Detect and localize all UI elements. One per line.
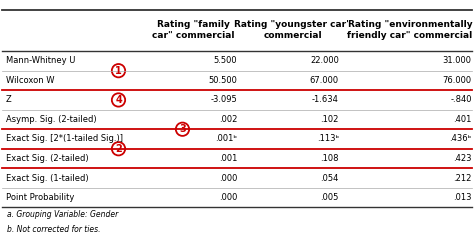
Text: Exact Sig. (2-tailed): Exact Sig. (2-tailed) xyxy=(6,154,88,163)
Text: .054: .054 xyxy=(320,174,339,183)
Text: .212: .212 xyxy=(453,174,472,183)
Text: 5.500: 5.500 xyxy=(213,56,237,65)
Text: .401: .401 xyxy=(453,115,472,124)
Text: Exact Sig. (1-tailed): Exact Sig. (1-tailed) xyxy=(6,174,88,183)
Text: Rating "family
car" commercial: Rating "family car" commercial xyxy=(152,20,235,40)
Text: 22.000: 22.000 xyxy=(310,56,339,65)
Text: 76.000: 76.000 xyxy=(443,76,472,85)
Text: 1: 1 xyxy=(115,66,122,76)
Text: .013: .013 xyxy=(453,193,472,202)
Text: 4: 4 xyxy=(115,95,122,105)
Text: b. Not corrected for ties.: b. Not corrected for ties. xyxy=(7,225,100,234)
Text: Wilcoxon W: Wilcoxon W xyxy=(6,76,54,85)
Text: .113ᵇ: .113ᵇ xyxy=(317,134,339,144)
Text: Rating "environmentally
friendly car" commercial: Rating "environmentally friendly car" co… xyxy=(347,20,473,40)
Text: Mann-Whitney U: Mann-Whitney U xyxy=(6,56,75,65)
Text: Z: Z xyxy=(6,95,11,104)
Text: .108: .108 xyxy=(320,154,339,163)
Text: .436ᵇ: .436ᵇ xyxy=(449,134,472,144)
Text: .001ᵇ: .001ᵇ xyxy=(215,134,237,144)
Text: 31.000: 31.000 xyxy=(443,56,472,65)
Text: .005: .005 xyxy=(320,193,339,202)
Text: Point Probability: Point Probability xyxy=(6,193,74,202)
Text: 3: 3 xyxy=(179,124,186,134)
Text: Exact Sig. [2*(1-tailed Sig.)]: Exact Sig. [2*(1-tailed Sig.)] xyxy=(6,134,123,144)
Text: .001: .001 xyxy=(219,154,237,163)
Text: .002: .002 xyxy=(219,115,237,124)
Text: .000: .000 xyxy=(219,193,237,202)
Text: 2: 2 xyxy=(115,144,122,154)
Text: .000: .000 xyxy=(219,174,237,183)
Text: 50.500: 50.500 xyxy=(208,76,237,85)
Text: -1.634: -1.634 xyxy=(312,95,339,104)
Text: -3.095: -3.095 xyxy=(210,95,237,104)
Text: .423: .423 xyxy=(453,154,472,163)
Text: -.840: -.840 xyxy=(450,95,472,104)
Text: Asymp. Sig. (2-tailed): Asymp. Sig. (2-tailed) xyxy=(6,115,96,124)
Text: .102: .102 xyxy=(320,115,339,124)
Text: Rating "youngster car"
commercial: Rating "youngster car" commercial xyxy=(234,20,351,40)
Text: 67.000: 67.000 xyxy=(310,76,339,85)
Text: a. Grouping Variable: Gender: a. Grouping Variable: Gender xyxy=(7,210,118,219)
